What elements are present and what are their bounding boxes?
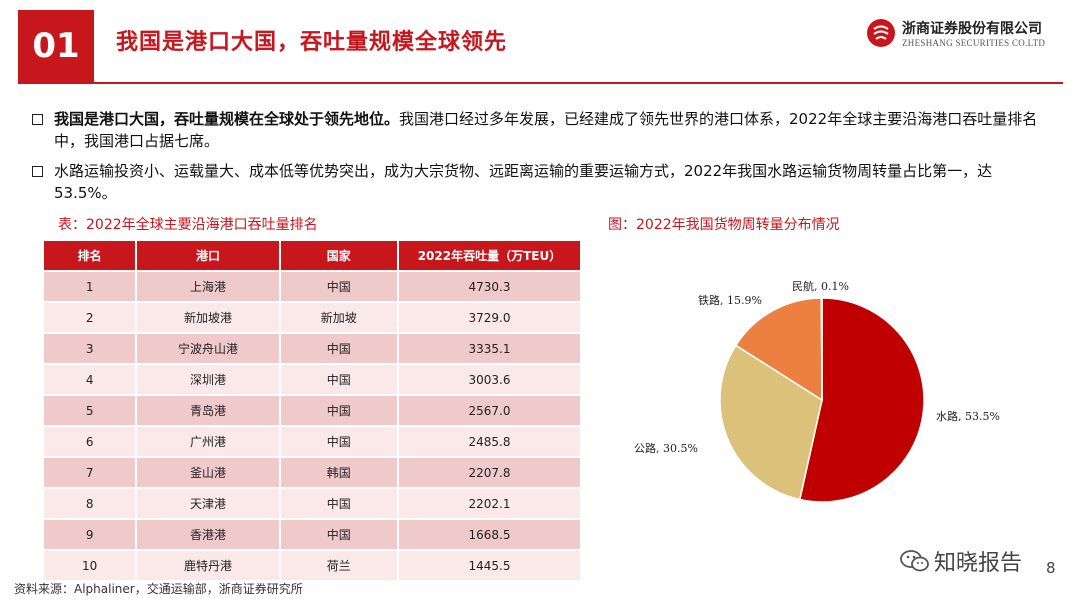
column-header-country: 国家 — [280, 241, 399, 270]
country-cell: 中国 — [280, 365, 399, 394]
table-row: 5 青岛港 中国 2567.0 — [44, 396, 582, 425]
rank-cell: 8 — [44, 489, 138, 518]
rank-cell: 10 — [44, 551, 138, 580]
bullet-bold-text: 我国是港口大国，吞吐量规模在全球处于领先地位。 — [54, 110, 400, 128]
pie-slice-label: 民航, 0.1% — [792, 280, 849, 293]
country-cell: 中国 — [280, 396, 399, 425]
column-header-throughput: 2022年吞吐量（万TEU） — [398, 241, 582, 270]
table-row: 9 香港港 中国 1668.5 — [44, 520, 582, 549]
bullet-item: 水路运输投资小、运载量大、成本低等优势突出，成为大宗货物、远距离运输的重要运输方… — [32, 160, 1042, 204]
bullet-list: 我国是港口大国，吞吐量规模在全球处于领先地位。我国港口经过多年发展，已经建成了领… — [32, 108, 1042, 212]
zheshang-logo-icon — [867, 19, 895, 47]
pie-slice-label: 公路, 30.5% — [634, 442, 698, 455]
country-cell: 中国 — [280, 520, 399, 549]
freight-distribution-pie-chart: 水路, 53.5% 公路, 30.5% 铁路, 15.9% 民航, 0.1% — [600, 250, 1070, 550]
rank-cell: 7 — [44, 458, 138, 487]
country-cell: 中国 — [280, 489, 399, 518]
column-header-port: 港口 — [137, 241, 281, 270]
pie-slice-label: 铁路, 15.9% — [698, 294, 762, 307]
rank-cell: 4 — [44, 365, 138, 394]
table-header-row: 排名 港口 国家 2022年吞吐量（万TEU） — [44, 241, 582, 270]
chart-caption: 图：2022年我国货物周转量分布情况 — [608, 217, 840, 233]
throughput-cell: 3729.0 — [398, 303, 582, 332]
logo-english-name: ZHESHANG SECURITIES CO.LTD — [902, 38, 1046, 48]
bullet-square-icon — [32, 108, 54, 152]
throughput-cell: 3003.6 — [398, 365, 582, 394]
port-cell: 宁波舟山港 — [137, 334, 281, 363]
watermark: 知晓报告 — [900, 545, 1022, 577]
port-cell: 青岛港 — [137, 396, 281, 425]
wechat-icon — [900, 550, 929, 572]
bullet-text: 水路运输投资小、运载量大、成本低等优势突出，成为大宗货物、远距离运输的重要运输方… — [54, 160, 1042, 204]
bullet-square-icon — [32, 160, 54, 204]
table-caption: 表：2022年全球主要沿海港口吞吐量排名 — [58, 217, 318, 233]
title-divider — [18, 82, 1063, 84]
watermark-text: 知晓报告 — [934, 551, 1023, 576]
pie-slice-3 — [820, 297, 823, 401]
page-number: 8 — [1046, 559, 1056, 577]
throughput-cell: 2207.8 — [398, 458, 582, 487]
port-cell: 深圳港 — [137, 365, 281, 394]
rank-cell: 9 — [44, 520, 138, 549]
country-cell: 中国 — [280, 272, 399, 301]
rank-cell: 2 — [44, 303, 138, 332]
table-row: 3 宁波舟山港 中国 3335.1 — [44, 334, 582, 363]
country-cell: 新加坡 — [280, 303, 399, 332]
source-note: 资料来源：Alphaliner，交通运输部，浙商证券研究所 — [14, 582, 303, 596]
table-row: 10 鹿特丹港 荷兰 1445.5 — [44, 551, 582, 580]
throughput-cell: 2485.8 — [398, 427, 582, 456]
rank-cell: 6 — [44, 427, 138, 456]
throughput-cell: 3335.1 — [398, 334, 582, 363]
port-cell: 香港港 — [137, 520, 281, 549]
throughput-cell: 2202.1 — [398, 489, 582, 518]
table-row: 6 广州港 中国 2485.8 — [44, 427, 582, 456]
table-row: 8 天津港 中国 2202.1 — [44, 489, 582, 518]
rank-cell: 3 — [44, 334, 138, 363]
port-throughput-table: 排名 港口 国家 2022年吞吐量（万TEU） 1 上海港 中国 4730.3 2 新加坡… — [44, 239, 582, 582]
port-cell: 广州港 — [137, 427, 281, 456]
rank-cell: 1 — [44, 272, 138, 301]
throughput-cell: 1668.5 — [398, 520, 582, 549]
rank-cell: 5 — [44, 396, 138, 425]
table-row: 1 上海港 中国 4730.3 — [44, 272, 582, 301]
port-cell: 釜山港 — [137, 458, 281, 487]
page-title: 我国是港口大国，吞吐量规模全球领先 — [116, 30, 508, 55]
country-cell: 荷兰 — [280, 551, 399, 580]
bullet-body-text: 我国港口经过多年发展，已经建成了领先世界的港口体系，2022年全球主要沿海港口吞… — [54, 110, 1038, 150]
pie-slice-label: 水路, 53.5% — [936, 410, 1000, 423]
country-cell: 韩国 — [280, 458, 399, 487]
throughput-cell: 4730.3 — [398, 272, 582, 301]
section-number-badge: 01 — [18, 10, 94, 82]
port-cell: 新加坡港 — [137, 303, 281, 332]
throughput-cell: 1445.5 — [398, 551, 582, 580]
bullet-body-text: 水路运输投资小、运载量大、成本低等优势突出，成为大宗货物、远距离运输的重要运输方… — [54, 162, 993, 202]
column-header-rank: 排名 — [44, 241, 138, 270]
port-cell: 鹿特丹港 — [137, 551, 281, 580]
throughput-cell: 2567.0 — [398, 396, 582, 425]
table-row: 4 深圳港 中国 3003.6 — [44, 365, 582, 394]
country-cell: 中国 — [280, 427, 399, 456]
table-row: 2 新加坡港 新加坡 3729.0 — [44, 303, 582, 332]
table-row: 7 釜山港 韩国 2207.8 — [44, 458, 582, 487]
bullet-item: 我国是港口大国，吞吐量规模在全球处于领先地位。我国港口经过多年发展，已经建成了领… — [32, 108, 1042, 152]
bullet-text: 我国是港口大国，吞吐量规模在全球处于领先地位。我国港口经过多年发展，已经建成了领… — [54, 108, 1042, 152]
company-logo: 浙商证券股份有限公司 ZHESHANG SECURITIES CO.LTD — [866, 16, 1066, 56]
country-cell: 中国 — [280, 334, 399, 363]
pie-slice-0 — [798, 297, 925, 503]
port-cell: 天津港 — [137, 489, 281, 518]
pie-slice-2 — [734, 297, 823, 402]
pie-chart-svg — [719, 297, 925, 503]
port-cell: 上海港 — [137, 272, 281, 301]
logo-chinese-name: 浙商证券股份有限公司 — [902, 21, 1042, 37]
